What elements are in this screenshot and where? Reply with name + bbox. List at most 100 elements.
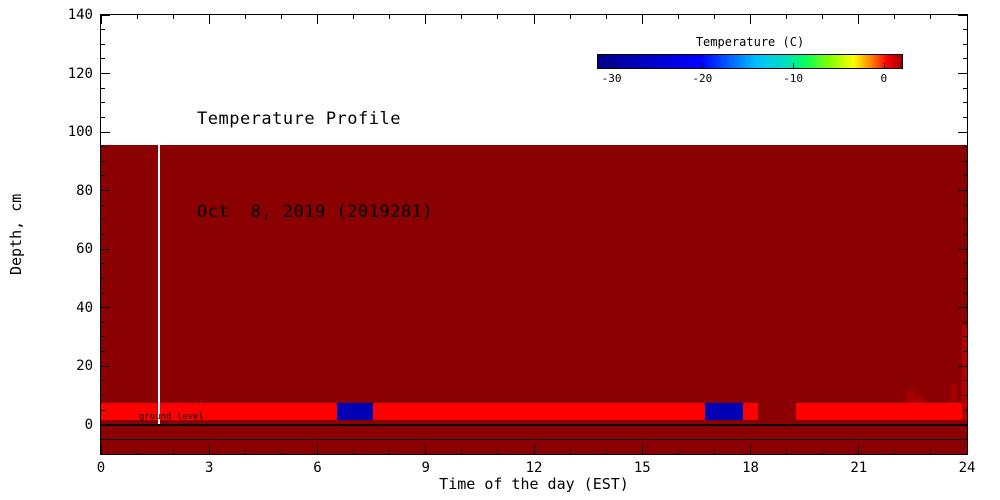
surface-cold-segment bbox=[337, 402, 374, 421]
axis-tick bbox=[963, 146, 967, 148]
y-tick-label: 60 bbox=[76, 241, 93, 258]
y-tick-label: 40 bbox=[76, 299, 93, 316]
x-tick-label: 3 bbox=[205, 460, 214, 476]
axis-tick bbox=[425, 15, 427, 24]
axis-tick bbox=[136, 450, 138, 454]
axis-tick bbox=[963, 263, 967, 265]
axis-tick bbox=[101, 160, 105, 162]
axis-tick bbox=[101, 204, 105, 206]
axis-tick bbox=[958, 365, 967, 367]
colorbar-tick-label: -30 bbox=[601, 72, 622, 85]
axis-tick bbox=[497, 450, 499, 454]
x-tick-label: 21 bbox=[850, 460, 868, 476]
colorbar-tick bbox=[793, 63, 795, 68]
right-edge-warm-speckle bbox=[916, 395, 924, 403]
axis-tick bbox=[963, 277, 967, 279]
y-tick-label: 140 bbox=[67, 7, 93, 23]
y-tick-label: 120 bbox=[67, 65, 93, 82]
colorbar bbox=[597, 54, 903, 69]
x-tick-label: 15 bbox=[633, 460, 651, 476]
axis-tick bbox=[101, 336, 105, 338]
axis-tick bbox=[101, 248, 110, 250]
axis-tick bbox=[101, 424, 110, 426]
subsurface-line bbox=[101, 438, 967, 440]
axis-tick bbox=[101, 175, 105, 177]
axis-tick bbox=[533, 15, 535, 24]
right-edge-warm-streak bbox=[962, 325, 967, 421]
y-axis-label: Depth, cm bbox=[7, 193, 25, 276]
right-edge-warm-speckle bbox=[950, 383, 957, 403]
axis-tick bbox=[425, 445, 427, 454]
axis-tick bbox=[101, 116, 105, 118]
axis-tick bbox=[750, 15, 751, 24]
axis-tick bbox=[101, 234, 105, 235]
colorbar-tick bbox=[611, 63, 613, 68]
axis-tick bbox=[101, 307, 110, 309]
axis-tick bbox=[641, 445, 643, 454]
chart-title-block: Temperature Profile Oct 8, 2019 (2019281… bbox=[197, 42, 433, 290]
axis-tick bbox=[533, 445, 535, 454]
axis-tick bbox=[389, 15, 391, 19]
axis-tick bbox=[963, 409, 967, 411]
colorbar-tick bbox=[883, 63, 885, 68]
axis-tick bbox=[569, 15, 571, 19]
axis-tick bbox=[713, 15, 715, 19]
x-tick-label: 12 bbox=[525, 460, 543, 476]
axis-tick bbox=[101, 445, 102, 454]
axis-tick bbox=[101, 146, 105, 148]
axis-tick bbox=[963, 204, 967, 206]
axis-tick bbox=[786, 15, 788, 19]
axis-tick bbox=[958, 248, 967, 250]
axis-tick bbox=[677, 450, 679, 454]
axis-tick bbox=[101, 365, 110, 367]
y-tick-label: 0 bbox=[84, 416, 93, 433]
surface-cold-segment bbox=[705, 402, 744, 421]
surface-warm-band bbox=[795, 402, 967, 421]
axis-tick bbox=[786, 450, 788, 454]
axis-tick bbox=[963, 351, 967, 353]
axis-tick bbox=[461, 450, 463, 454]
axis-tick bbox=[963, 175, 967, 177]
axis-tick bbox=[101, 394, 105, 396]
axis-tick bbox=[958, 190, 967, 192]
axis-tick bbox=[569, 450, 571, 454]
axis-tick bbox=[389, 450, 391, 454]
axis-tick bbox=[208, 445, 210, 454]
axis-tick bbox=[963, 336, 967, 338]
axis-tick bbox=[963, 43, 967, 45]
axis-tick bbox=[101, 263, 105, 265]
axis-tick bbox=[101, 73, 110, 75]
axis-tick bbox=[101, 15, 102, 24]
axis-tick bbox=[963, 394, 967, 396]
axis-tick bbox=[280, 450, 282, 454]
axis-tick bbox=[966, 445, 967, 454]
axis-tick bbox=[963, 160, 967, 162]
axis-tick bbox=[641, 15, 643, 24]
axis-tick bbox=[497, 15, 499, 19]
ground-level-label: ground level bbox=[138, 411, 204, 422]
y-tick-label: 80 bbox=[76, 182, 93, 199]
x-tick-label: 0 bbox=[96, 460, 106, 476]
y-tick-label: 20 bbox=[76, 358, 93, 375]
x-tick-label: 18 bbox=[742, 460, 759, 476]
axis-tick bbox=[966, 15, 967, 24]
axis-tick bbox=[280, 15, 282, 19]
surface-warm-band bbox=[101, 402, 338, 421]
axis-tick bbox=[750, 445, 751, 454]
axis-tick bbox=[101, 351, 105, 353]
x-tick-label: 9 bbox=[421, 460, 430, 476]
axis-tick bbox=[101, 438, 105, 440]
axis-tick bbox=[101, 219, 105, 221]
axis-tick bbox=[930, 15, 932, 19]
axis-tick bbox=[713, 450, 715, 454]
axis-tick bbox=[101, 292, 105, 294]
axis-tick bbox=[317, 15, 318, 24]
axis-tick bbox=[858, 15, 860, 24]
axis-tick bbox=[172, 450, 174, 454]
axis-tick bbox=[101, 87, 105, 89]
axis-tick bbox=[677, 15, 679, 19]
marker-line-vertical bbox=[158, 145, 161, 425]
axis-tick bbox=[963, 380, 967, 382]
axis-tick bbox=[353, 450, 355, 454]
